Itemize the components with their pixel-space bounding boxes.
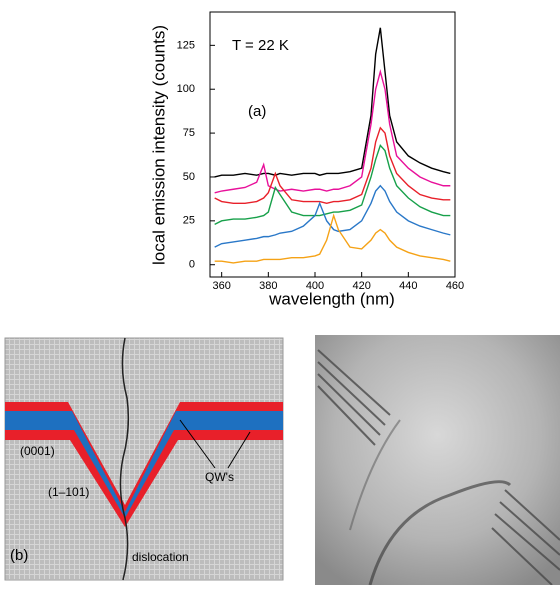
panel-label: (b)	[10, 547, 28, 564]
outer-layer	[5, 402, 283, 527]
temperature-annotation: T = 22 K	[232, 37, 289, 54]
x-tick-label: 420	[352, 280, 370, 292]
spectrum-line	[214, 184, 451, 248]
plane-label: (0001)	[20, 444, 55, 458]
y-tick-label: 100	[177, 83, 195, 95]
spectrum-line	[214, 27, 451, 178]
layer-diagram: (0001) (1–101) QW's (b) dislocation	[4, 337, 284, 581]
spectrum-line	[214, 213, 451, 264]
spectrum-line	[214, 144, 451, 225]
x-tick-label: 360	[212, 280, 230, 292]
arrow	[179, 419, 216, 469]
spectrum-line	[214, 126, 451, 205]
y-tick-label: 75	[183, 127, 195, 139]
y-tick-label: 25	[183, 215, 195, 227]
panel-label: (a)	[248, 103, 266, 120]
micrograph	[315, 335, 560, 586]
dislocation-label: dislocation	[132, 550, 189, 564]
y-tick-label: 50	[183, 171, 195, 183]
quantum-wells	[5, 411, 283, 518]
x-axis-label: wavelength (nm)	[268, 289, 395, 308]
dislocation-line	[119, 337, 130, 581]
y-tick-label: 125	[177, 39, 195, 51]
plane-label: (1–101)	[48, 485, 89, 499]
y-axis-label: local emission intensity (counts)	[149, 25, 168, 265]
substrate	[4, 337, 284, 581]
x-tick-label: 400	[306, 280, 324, 292]
spectrum-line	[214, 68, 451, 194]
y-tick-label: 0	[189, 259, 195, 271]
plot-frame	[209, 11, 456, 278]
qw-label: QW's	[205, 470, 234, 484]
arrow	[227, 431, 251, 469]
x-tick-label: 380	[259, 280, 277, 292]
x-tick-label: 440	[399, 280, 417, 292]
micrograph-background	[315, 335, 560, 585]
x-tick-label: 460	[446, 280, 464, 292]
